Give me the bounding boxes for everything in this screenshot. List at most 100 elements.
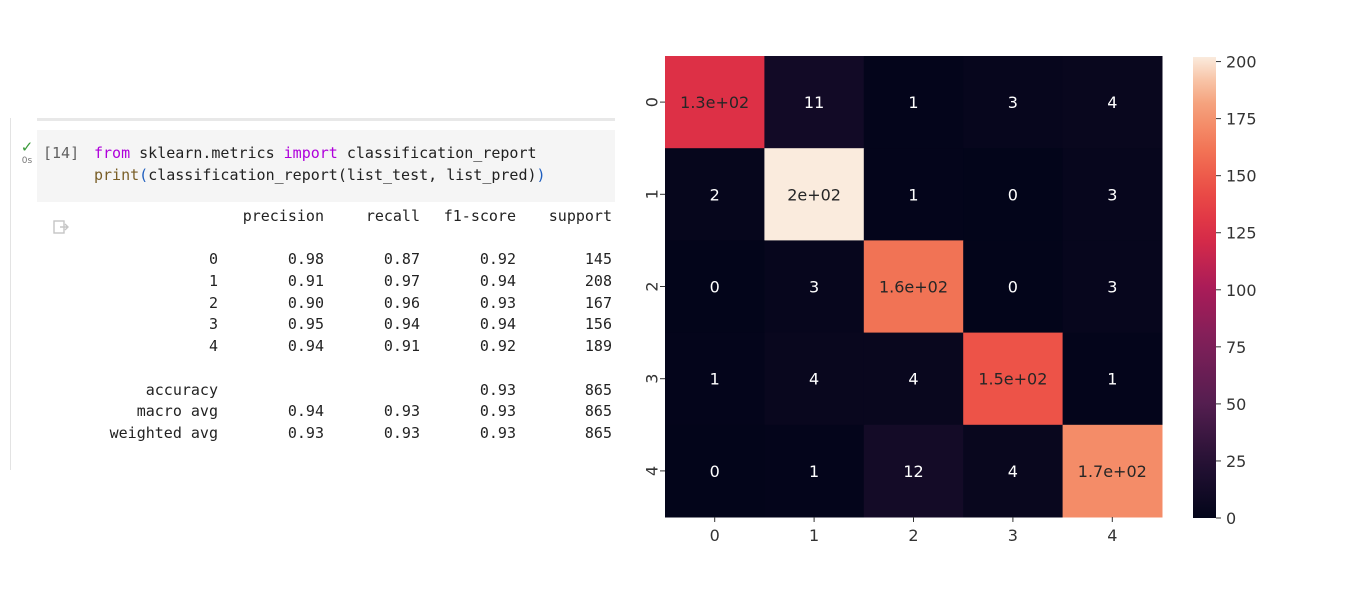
report-cell: 0.94 bbox=[287, 337, 324, 356]
report-cell: 3 bbox=[208, 315, 218, 334]
report-cell: 156 bbox=[584, 315, 612, 334]
colorbar-tick-label: 175 bbox=[1226, 110, 1257, 129]
heatmap-cell bbox=[1062, 240, 1163, 334]
report-cell: 167 bbox=[584, 293, 612, 312]
heatmap-cell bbox=[1062, 424, 1163, 518]
cell-value-label: 2e+02 bbox=[787, 185, 841, 204]
report-cell: 865 bbox=[584, 402, 612, 421]
heatmap-cell bbox=[665, 240, 765, 334]
classification-report-output: precision recall f1-score support 0 0.98 0.87 0… bbox=[60, 206, 612, 445]
report-cell: 2 bbox=[208, 293, 218, 312]
cell-value-label: 3 bbox=[1107, 185, 1117, 204]
cell-value-label: 4 bbox=[1107, 93, 1117, 112]
report-cell: 0.94 bbox=[287, 402, 324, 421]
heatmap-cell bbox=[863, 424, 964, 518]
report-cell: 189 bbox=[584, 337, 612, 356]
report-cell: 0.94 bbox=[383, 315, 420, 334]
colorbar-tick-label: 25 bbox=[1226, 452, 1246, 471]
x-tick-label: 4 bbox=[1107, 526, 1117, 545]
report-cell: 0.93 bbox=[479, 380, 516, 399]
colorbar-tick-label: 200 bbox=[1226, 53, 1257, 72]
report-cell: 0.91 bbox=[287, 272, 324, 291]
cell-value-label: 1.7e+02 bbox=[1078, 462, 1147, 481]
colorbar bbox=[1193, 57, 1216, 518]
code-keyword-from: from bbox=[94, 144, 131, 162]
heatmap-cell bbox=[1062, 332, 1163, 426]
colorbar-tick-label: 75 bbox=[1226, 338, 1246, 357]
cell-value-label: 0 bbox=[710, 462, 720, 481]
code-paren: ( bbox=[337, 166, 347, 184]
colorbar-tick-label: 150 bbox=[1226, 167, 1257, 186]
report-cell: 4 bbox=[208, 337, 218, 356]
report-class-row: 1 0.91 0.97 0.94 208 bbox=[60, 271, 612, 293]
cell-value-label: 0 bbox=[1008, 278, 1018, 297]
code-keyword-import: import bbox=[283, 144, 338, 162]
report-class-row: 0 0.98 0.87 0.92 145 bbox=[60, 249, 612, 271]
heatmap-cell bbox=[665, 148, 765, 241]
report-cell: support bbox=[548, 207, 612, 225]
colorbar-tick-label: 100 bbox=[1226, 281, 1257, 300]
run-status[interactable]: ✓ 0s bbox=[16, 140, 38, 167]
heatmap-cell bbox=[863, 56, 964, 149]
report-cell: f1-score bbox=[443, 207, 516, 225]
code-print-call: print bbox=[94, 166, 140, 184]
report-class-row: 4 0.94 0.91 0.92 189 bbox=[60, 336, 612, 358]
heatmap-cell bbox=[863, 148, 964, 241]
code-paren: ( bbox=[139, 166, 149, 184]
colorbar-tick-label: 50 bbox=[1226, 395, 1246, 414]
cell-value-label: 12 bbox=[903, 462, 923, 481]
x-tick-label: 1 bbox=[809, 526, 819, 545]
code-function-call: classification_report bbox=[148, 166, 338, 184]
report-cell: 0.93 bbox=[479, 402, 516, 421]
report-blank-row bbox=[60, 358, 612, 380]
execution-count: [14] bbox=[43, 144, 80, 162]
report-cell: 0.93 bbox=[479, 293, 516, 312]
colorbar-tick-label: 0 bbox=[1226, 509, 1236, 528]
cell-value-label: 2 bbox=[710, 185, 720, 204]
report-cell: 865 bbox=[584, 423, 612, 442]
output-redirect-icon[interactable] bbox=[52, 218, 70, 236]
y-tick-label: 4 bbox=[643, 466, 662, 476]
report-cell: 0.93 bbox=[479, 423, 516, 442]
y-tick-label: 0 bbox=[643, 97, 662, 107]
heatmap-cell bbox=[963, 56, 1064, 149]
report-cell: 0.92 bbox=[479, 250, 516, 269]
cell-value-label: 0 bbox=[1008, 185, 1018, 204]
cell-value-label: 1 bbox=[908, 185, 918, 204]
heatmap-cell bbox=[764, 148, 865, 241]
report-cell: 0.94 bbox=[479, 272, 516, 291]
report-cell: 0.93 bbox=[287, 423, 324, 442]
cell-value-label: 0 bbox=[710, 278, 720, 297]
heatmap-cell bbox=[1062, 148, 1163, 241]
heatmap-cell bbox=[1062, 56, 1163, 149]
heatmap-cell bbox=[764, 332, 865, 426]
report-cell: 0.90 bbox=[287, 293, 324, 312]
x-tick-label: 2 bbox=[908, 526, 918, 545]
report-summary-row: weighted avg 0.93 0.93 0.93 865 bbox=[60, 423, 612, 445]
report-cell: 0.93 bbox=[383, 423, 420, 442]
check-icon: ✓ bbox=[20, 138, 34, 156]
x-tick-label: 0 bbox=[710, 526, 720, 545]
cell-value-label: 1 bbox=[1107, 370, 1117, 389]
report-cell: 0.87 bbox=[383, 250, 420, 269]
heatmap-cell bbox=[665, 56, 765, 149]
heatmap-cell bbox=[963, 240, 1064, 334]
colorbar-tick-label: 125 bbox=[1226, 224, 1257, 243]
code-paren: ) bbox=[527, 166, 537, 184]
cell-value-label: 1 bbox=[908, 93, 918, 112]
report-header-row: precision recall f1-score support bbox=[60, 206, 612, 228]
code-arguments: list_test, list_pred bbox=[346, 166, 528, 184]
heatmap-cell bbox=[764, 424, 865, 518]
heatmap-cell bbox=[863, 240, 964, 334]
report-cell: recall bbox=[365, 207, 420, 225]
code-text[interactable]: from sklearn.metrics import classificati… bbox=[94, 142, 546, 186]
report-cell: macro avg bbox=[136, 402, 218, 421]
code-editor[interactable]: [14] from sklearn.metrics import classif… bbox=[37, 130, 615, 202]
code-module: sklearn.metrics bbox=[130, 144, 284, 162]
report-summary-row: accuracy 0.93 865 bbox=[60, 380, 612, 402]
confusion-matrix-heatmap: 1.3e+02 11 1 3 42 2e+02 1 0 30 3 1.6e+02 0 31 4 4 1.5e+… bbox=[643, 53, 1257, 545]
heatmap-cell bbox=[764, 56, 865, 149]
report-cell: 1 bbox=[208, 272, 218, 291]
cell-value-label: 1 bbox=[710, 370, 720, 389]
cell-left-rail bbox=[10, 118, 11, 470]
